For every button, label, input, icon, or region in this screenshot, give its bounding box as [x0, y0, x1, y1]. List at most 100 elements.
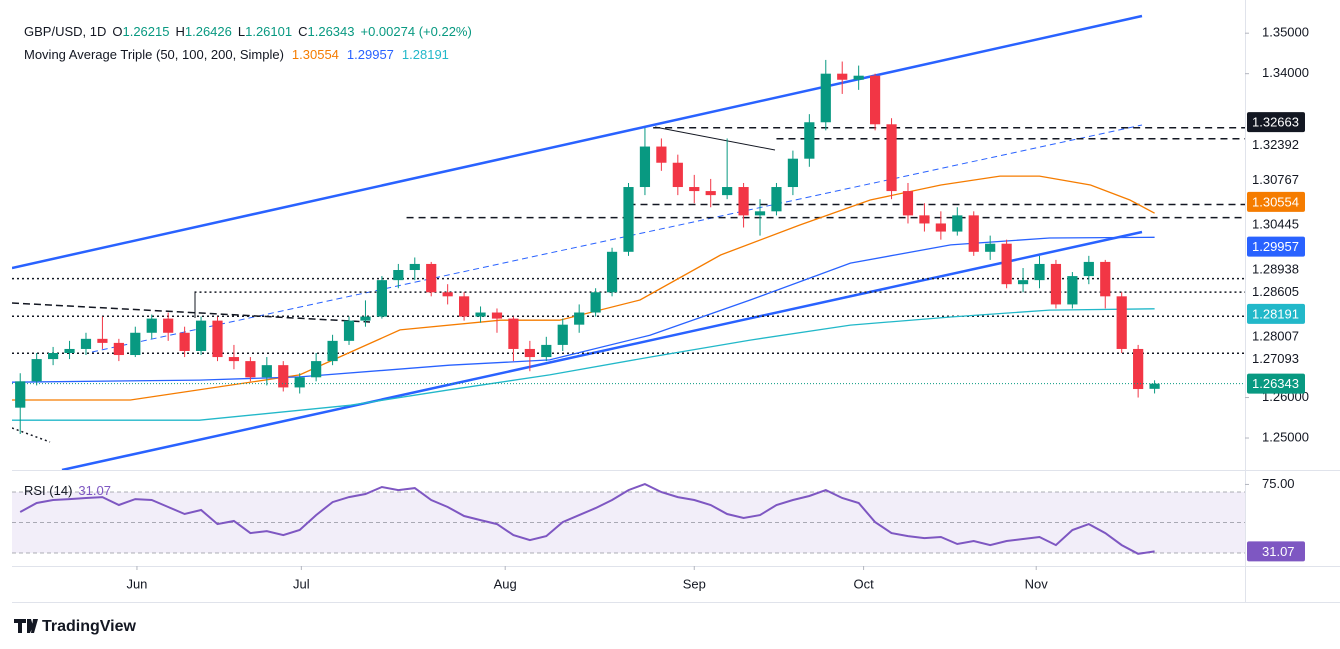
price-badge-label: 1.28605 [1252, 284, 1299, 299]
rsi-value: 31.07 [78, 483, 111, 498]
candle-body [311, 361, 322, 378]
candle-body [623, 187, 634, 252]
candle-body [64, 348, 75, 354]
candle-body [689, 187, 700, 192]
ma-value: 1.30554 [292, 47, 339, 62]
candle-body [919, 215, 930, 224]
candle-body [754, 211, 766, 216]
price-badge-label: 1.28007 [1252, 329, 1299, 344]
price-badge-label: 1.30445 [1252, 217, 1299, 232]
ma-title: Moving Average Triple (50, 100, 200, Sim… [24, 47, 284, 62]
symbol: GBP/USD, 1D [24, 24, 106, 39]
ohlc-label: L [238, 24, 245, 39]
trend-line [12, 427, 51, 443]
candle-body [80, 338, 92, 349]
price-badge-label: 1.28191 [1252, 306, 1299, 321]
trend-line [654, 126, 776, 151]
price-badge-label: 1.30767 [1252, 172, 1299, 187]
rsi-tick-label: 75.00 [1262, 476, 1295, 491]
price-badge [1247, 134, 1305, 155]
x-tick-label: Jul [293, 576, 310, 591]
candle-body [886, 124, 897, 192]
candle-body [278, 365, 289, 388]
candle-body [870, 75, 881, 125]
moving-average [12, 175, 1155, 401]
candle-body [113, 342, 124, 356]
x-tick-label: Jun [126, 576, 147, 591]
candle-body [672, 162, 683, 188]
open-value: 1.26215 [122, 24, 169, 39]
low-value: 1.26101 [245, 24, 292, 39]
candle-body [261, 365, 272, 378]
x-tick-label: Sep [683, 576, 706, 591]
candle-body [130, 332, 141, 356]
price-badge [1247, 326, 1305, 347]
candle-body [853, 75, 864, 80]
logo-icon [14, 619, 38, 633]
candle-body [968, 215, 979, 252]
candle-body [48, 353, 59, 360]
price-pane [12, 14, 1245, 470]
candle-body [1116, 296, 1127, 349]
ma-legend: Moving Average Triple (50, 100, 200, Sim… [24, 47, 449, 62]
x-tick-label: Aug [494, 576, 517, 591]
rsi-pane [12, 483, 1245, 555]
price-badge-label: 1.32392 [1252, 137, 1299, 152]
price-badge [1247, 303, 1305, 324]
candle-body [1083, 261, 1094, 277]
candle-body [541, 344, 552, 358]
candle-body [146, 318, 157, 333]
price-badge [1247, 259, 1305, 280]
candle-body [837, 73, 848, 80]
candle-body [639, 146, 651, 188]
candle-body [97, 338, 108, 343]
rsi-legend: RSI (14) 31.07 [24, 483, 111, 498]
price-badge [1247, 169, 1305, 190]
candle-body [393, 270, 404, 281]
candle-body [1001, 243, 1012, 285]
candle-body [590, 292, 601, 313]
close-value: 1.26343 [308, 24, 355, 39]
candle-body [820, 73, 831, 123]
candle-body [524, 348, 535, 358]
candle-body [902, 191, 914, 216]
price-badge-label: 1.27093 [1252, 351, 1299, 366]
candle-body [245, 361, 256, 378]
candle-body [491, 312, 503, 319]
candle-body [426, 263, 437, 293]
candle-body [1149, 383, 1160, 389]
price-badge-label: 1.30554 [1252, 194, 1299, 209]
price-badge [1247, 236, 1305, 257]
ohlc-label: H [175, 24, 184, 39]
candle-body [738, 187, 749, 216]
candle-body [557, 324, 568, 345]
candle-body [804, 122, 815, 159]
candle-body [1133, 348, 1144, 390]
moving-average [12, 236, 1155, 383]
rsi-badge [1247, 541, 1305, 562]
candle-body [31, 359, 42, 382]
logo: TradingView [14, 618, 137, 635]
y-tick-label: 1.34000 [1262, 65, 1309, 80]
candle-body [705, 191, 716, 196]
candle-body [574, 312, 585, 325]
candle-body [475, 312, 486, 317]
candle-body [771, 187, 782, 212]
candle-body [985, 243, 996, 252]
candle-body [179, 332, 190, 351]
candle-body [787, 158, 798, 188]
candle-body [327, 340, 338, 362]
rsi-badge-label: 31.07 [1262, 544, 1295, 559]
price-badge-label: 1.26343 [1252, 376, 1299, 391]
y-tick-label: 1.35000 [1262, 25, 1309, 40]
rsi-line [19, 483, 1155, 555]
x-tick-label: Oct [853, 576, 874, 591]
price-badge [1247, 112, 1305, 133]
price-badge [1247, 373, 1305, 394]
candle-body [360, 316, 371, 321]
y-tick-label: 1.25000 [1262, 429, 1309, 444]
candle-body [656, 146, 667, 163]
price-badge [1247, 214, 1305, 235]
